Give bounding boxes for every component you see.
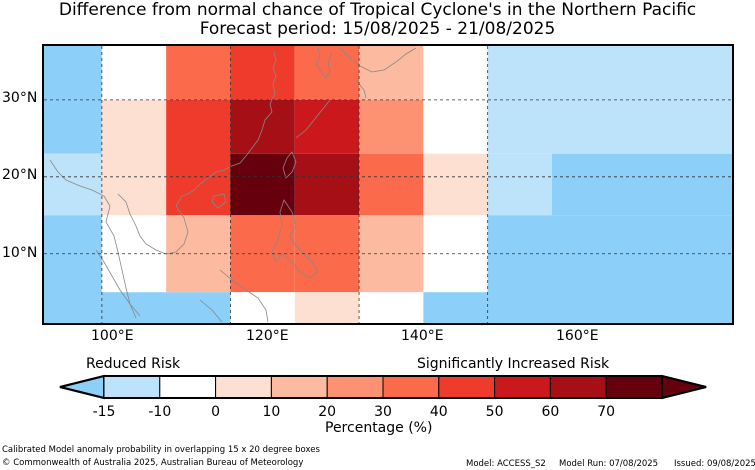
coastline-hainan <box>211 193 227 209</box>
coastline-korea <box>315 47 333 79</box>
lon-label-120e: 120°E <box>246 328 289 344</box>
coastlines <box>49 47 417 323</box>
map-frame <box>42 44 734 325</box>
anomaly-cell <box>294 292 360 323</box>
increased-risk-label: Significantly Increased Risk <box>417 356 610 372</box>
anomaly-cell <box>359 99 424 154</box>
coastline-sumatra <box>95 249 141 317</box>
anomaly-cell <box>359 153 424 216</box>
colorbar-tick-label: 30 <box>374 404 392 420</box>
anomaly-cell <box>101 292 231 323</box>
footer-model: Model: ACCESS_S2 <box>466 459 546 469</box>
forecast-period: Forecast period: 15/08/2025 - 21/08/2025 <box>199 19 556 39</box>
coastline-philippines <box>271 199 319 279</box>
map-title: Difference from normal chance of Tropica… <box>58 0 697 20</box>
lat-label-30n: 30°N <box>2 90 38 106</box>
colorbar-swatch <box>494 375 551 399</box>
anomaly-cell <box>230 46 295 100</box>
colorbar-tick-label: -10 <box>148 404 172 420</box>
colorbar-tick-label: 70 <box>597 404 616 420</box>
anomaly-cell <box>166 46 231 100</box>
colorbar-outline <box>59 375 707 399</box>
anomaly-cell <box>44 153 102 216</box>
anomaly-cell <box>44 215 102 323</box>
footer-caption: Calibrated Model anomaly probability in … <box>2 445 320 455</box>
colorbar-swatch <box>159 375 217 399</box>
colorbar-swatch <box>438 375 496 399</box>
footer-copyright: © Commonwealth of Australia 2025, Austra… <box>2 458 304 468</box>
colorbar-swatch <box>326 375 384 399</box>
anomaly-cell <box>423 292 488 323</box>
lon-label-160e: 160°E <box>556 328 599 344</box>
anomaly-cell <box>423 153 488 216</box>
anomaly-cell <box>359 46 424 100</box>
colorbar-tick-label: 40 <box>429 404 448 420</box>
colorbar-under-arrow <box>59 374 105 400</box>
anomaly-cell <box>294 153 360 216</box>
coastline-china <box>181 51 277 197</box>
colorbar-tick-label: 60 <box>541 404 560 420</box>
colorbar-swatch <box>605 375 663 399</box>
anomaly-cell <box>166 99 231 216</box>
colorbar-swatch <box>549 375 607 399</box>
anomaly-cell <box>230 153 295 216</box>
anomaly-cell <box>551 153 732 216</box>
anomaly-cell <box>101 99 167 177</box>
anomaly-cell <box>294 46 360 100</box>
coastline-ryukyu <box>295 99 331 139</box>
lon-label-100e: 100°E <box>91 328 134 344</box>
colorbar-swatch <box>103 375 161 399</box>
colorbar-swatch <box>270 375 328 399</box>
coastline-borneo <box>199 269 269 323</box>
anomaly-cell <box>101 176 167 216</box>
anomaly-cell <box>230 292 295 323</box>
colorbar-tick-label: 20 <box>318 404 337 420</box>
colorbar <box>59 374 707 400</box>
coastline-taiwan <box>282 151 297 179</box>
colorbar-tick-label: 0 <box>211 404 221 420</box>
anomaly-cell <box>359 292 424 323</box>
anomaly-cell <box>487 215 732 323</box>
anomaly-cell <box>294 99 360 154</box>
anomaly-cell <box>101 46 167 100</box>
reduced-risk-label: Reduced Risk <box>86 356 181 372</box>
colorbar-tick-label: -15 <box>92 404 116 420</box>
lat-label-20n: 20°N <box>2 167 38 183</box>
footer-run: Model Run: 07/08/2025 <box>559 459 659 469</box>
lon-label-140e: 140°E <box>401 328 444 344</box>
graticule <box>44 46 732 323</box>
colorbar-swatch <box>215 375 272 399</box>
colorbar-tick-label: 10 <box>262 404 281 420</box>
colorbar-swatch <box>382 375 440 399</box>
colorbar-tick-label: 50 <box>485 404 504 420</box>
colorbar-over-arrow <box>661 374 707 400</box>
colorbar-axis-label: Percentage (%) <box>325 420 433 436</box>
anomaly-cell <box>487 153 552 216</box>
footer-issued: Issued: 09/08/2025 <box>674 459 755 469</box>
coastline-indochina <box>49 159 189 319</box>
lat-label-10n: 10°N <box>2 245 38 261</box>
anomaly-cells <box>44 46 732 323</box>
